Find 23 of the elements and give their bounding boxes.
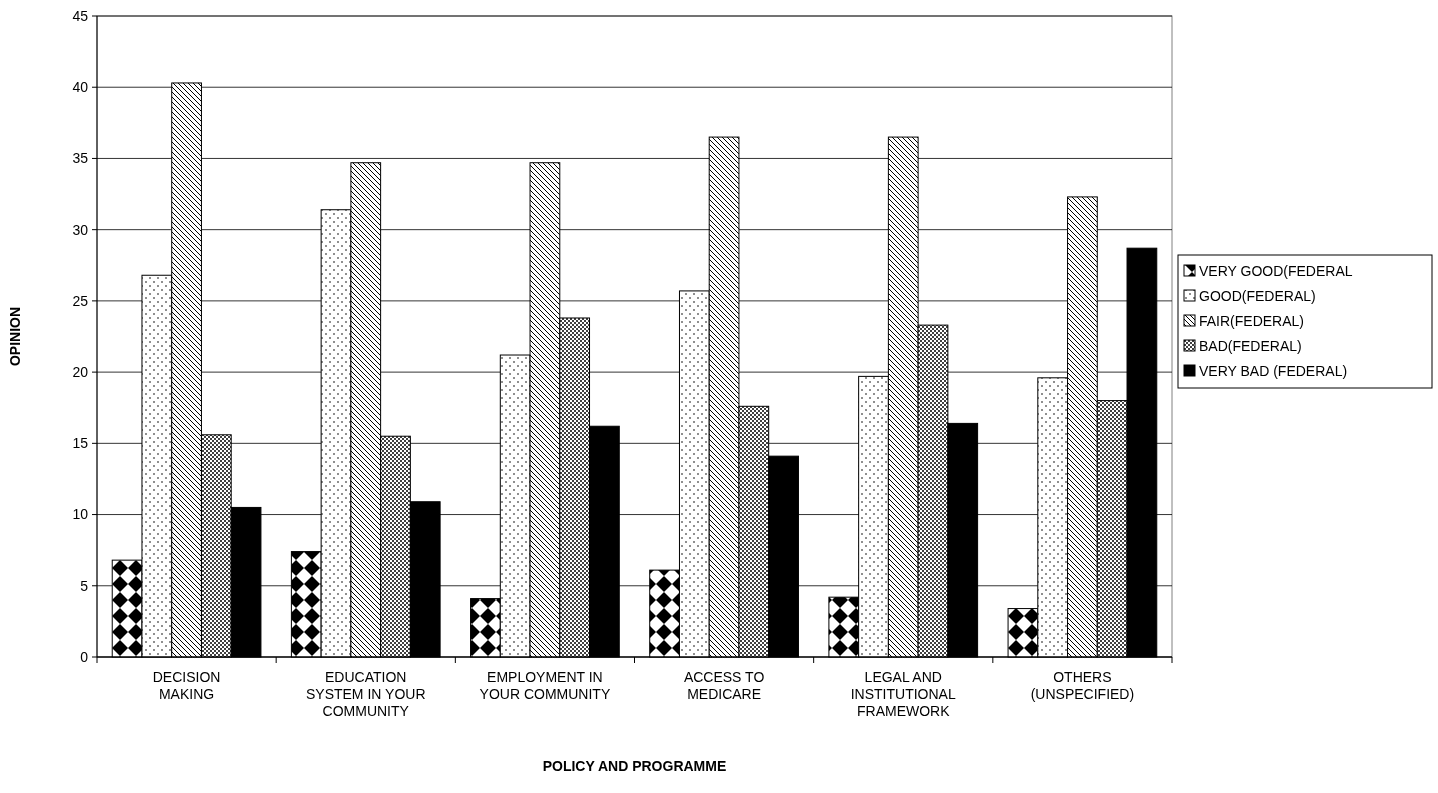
y-tick-label: 15: [72, 435, 89, 452]
y-tick-label: 45: [72, 7, 89, 24]
x-tick-label: LEGAL AND INSTITUTIONAL FRAMEWORK: [850, 669, 956, 719]
y-tick-label: 5: [80, 577, 89, 594]
legend-label: GOOD(FEDERAL): [1199, 287, 1316, 304]
legend-label: VERY GOOD(FEDERAL: [1199, 262, 1353, 279]
x-tick-label: EDUCATION SYSTEM IN YOUR COMMUNITY: [305, 669, 426, 719]
legend-label: BAD(FEDERAL): [1199, 337, 1302, 354]
x-tick-label: ACCESS TO MEDICARE: [683, 669, 765, 702]
y-tick-label: 10: [72, 506, 89, 523]
legend-label: FAIR(FEDERAL): [1199, 312, 1305, 329]
x-tick-label: EMPLOYMENT IN YOUR COMMUNITY: [479, 669, 611, 702]
legend-label: VERY BAD (FEDERAL): [1199, 362, 1348, 379]
y-axis-title: OPINION: [7, 306, 23, 367]
y-tick-label: 40: [72, 79, 89, 96]
y-tick-label: 25: [72, 292, 89, 309]
y-tick-label: 35: [72, 150, 89, 167]
x-axis-title: POLICY AND PROGRAMME: [542, 758, 727, 774]
y-tick-label: 20: [72, 364, 89, 381]
x-tick-label: DECISION MAKING: [152, 669, 221, 702]
y-tick-label: 30: [72, 221, 89, 238]
y-tick-label: 0: [80, 648, 89, 665]
x-tick-label: OTHERS (UNSPECIFIED): [1030, 669, 1135, 702]
